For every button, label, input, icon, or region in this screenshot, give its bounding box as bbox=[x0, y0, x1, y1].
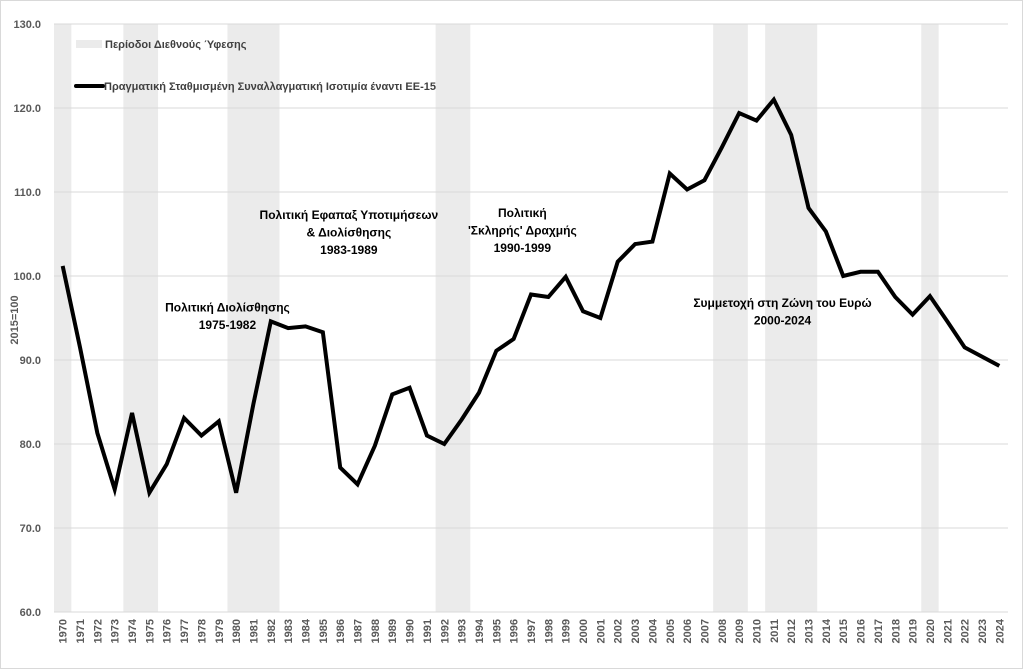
x-tick-label: 2024 bbox=[994, 618, 1006, 643]
y-axis-ticks: 60.0 70.0 80.0 90.0 100.0 110.0 120.0 130.0 bbox=[13, 19, 41, 619]
x-tick-label: 1981 bbox=[248, 619, 260, 643]
x-tick-label: 1971 bbox=[75, 619, 87, 643]
annotation-text: Πολιτική Εφαπαξ Υποτιμήσεων bbox=[260, 208, 439, 222]
x-tick-label: 2019 bbox=[908, 619, 920, 643]
annotation-text: 'Σκληρής' Δραχμής bbox=[468, 224, 577, 238]
x-tick-label: 1979 bbox=[214, 619, 226, 643]
legend: Περίοδοι Διεθνούς Ύφεσης Πραγματική Σταθ… bbox=[74, 39, 436, 93]
series-line bbox=[60, 95, 1001, 499]
x-tick-label: 2023 bbox=[977, 619, 989, 643]
y-axis-label: 2015=100 bbox=[9, 295, 21, 344]
x-tick-label: 1995 bbox=[491, 619, 503, 643]
annotation-text: Συμμετοχή στη Ζώνη του Ευρώ bbox=[693, 296, 871, 310]
recession-band bbox=[435, 24, 471, 612]
x-tick-label: 1973 bbox=[110, 619, 122, 643]
x-tick-label: 1975 bbox=[144, 619, 156, 643]
x-tick-label: 1974 bbox=[127, 618, 139, 643]
x-tick-label: 1984 bbox=[301, 618, 313, 643]
x-tick-label: 2021 bbox=[942, 619, 954, 643]
annotation-text: Πολιτική Διολίσθησης bbox=[165, 300, 290, 314]
y-tick-label: 90.0 bbox=[20, 355, 41, 367]
y-tick-label: 60.0 bbox=[20, 607, 41, 619]
x-tick-label: 1976 bbox=[162, 619, 174, 643]
x-tick-label: 2007 bbox=[699, 619, 711, 643]
x-tick-label: 1978 bbox=[196, 619, 208, 643]
y-tick-label: 120.0 bbox=[13, 103, 41, 115]
annotation-text: 1990-1999 bbox=[494, 241, 552, 255]
recession-band bbox=[227, 24, 280, 612]
x-tick-label: 1999 bbox=[561, 619, 573, 643]
annotation-text: Πολιτική bbox=[498, 206, 547, 220]
x-tick-label: 1982 bbox=[266, 619, 278, 643]
x-tick-label: 2013 bbox=[804, 619, 816, 643]
annotation-text: 1983-1989 bbox=[320, 243, 378, 257]
x-axis-ticks: 1970 1971 1972 1973 1974 1975 1976 1977 1978 1979… bbox=[58, 618, 1007, 643]
recession-band bbox=[713, 24, 748, 612]
x-tick-label: 2008 bbox=[717, 619, 729, 643]
annotation-text: 1975-1982 bbox=[199, 318, 257, 332]
x-tick-label: 2001 bbox=[595, 619, 607, 643]
x-tick-label: 1998 bbox=[543, 619, 555, 643]
x-tick-label: 1972 bbox=[92, 619, 104, 643]
x-tick-label: 1988 bbox=[370, 619, 382, 643]
x-tick-label: 2016 bbox=[856, 619, 868, 643]
x-tick-label: 1986 bbox=[335, 619, 347, 643]
legend-shade-swatch bbox=[76, 40, 102, 48]
annotation-text: 2000-2024 bbox=[754, 314, 812, 328]
x-tick-label: 2010 bbox=[751, 619, 763, 643]
legend-line-label: Πραγματική Σταθμισμένη Συναλλαγματική Ισ… bbox=[104, 81, 436, 93]
x-tick-label: 1987 bbox=[353, 619, 365, 643]
recession-shading bbox=[54, 24, 939, 612]
x-tick-label: 2018 bbox=[890, 619, 902, 643]
x-tick-label: 2005 bbox=[665, 619, 677, 643]
legend-shade-label: Περίοδοι Διεθνούς Ύφεσης bbox=[105, 39, 247, 51]
x-tick-label: 1994 bbox=[474, 618, 486, 643]
x-tick-label: 2015 bbox=[838, 619, 850, 643]
recession-band bbox=[921, 24, 939, 612]
x-tick-label: 2011 bbox=[769, 619, 781, 643]
y-tick-label: 80.0 bbox=[20, 439, 41, 451]
x-tick-label: 1990 bbox=[405, 619, 417, 643]
annotation-text: & Διολίσθησης bbox=[307, 225, 392, 239]
x-tick-label: 1985 bbox=[318, 619, 330, 643]
x-tick-label: 1993 bbox=[457, 619, 469, 643]
y-tick-label: 110.0 bbox=[14, 187, 41, 199]
x-tick-label: 1983 bbox=[283, 619, 295, 643]
gridlines bbox=[54, 23, 1008, 613]
x-tick-label: 1996 bbox=[509, 619, 521, 643]
x-tick-label: 2004 bbox=[647, 618, 659, 643]
x-tick-label: 2020 bbox=[925, 619, 937, 643]
x-tick-label: 1970 bbox=[58, 619, 70, 643]
recession-band bbox=[54, 24, 72, 612]
x-tick-label: 2022 bbox=[960, 619, 972, 643]
x-tick-label: 2000 bbox=[578, 619, 590, 643]
x-tick-label: 2002 bbox=[613, 619, 625, 643]
y-tick-label: 100.0 bbox=[13, 271, 41, 283]
x-tick-label: 1991 bbox=[422, 619, 434, 643]
x-tick-label: 2006 bbox=[682, 619, 694, 643]
x-tick-label: 1977 bbox=[179, 619, 191, 643]
x-tick-label: 1980 bbox=[231, 619, 243, 643]
annotations: Πολιτική Διολίσθησης 1975-1982 Πολιτική Εφ… bbox=[165, 206, 872, 332]
x-tick-label: 2014 bbox=[821, 618, 833, 643]
recession-band bbox=[765, 24, 818, 612]
x-tick-label: 2012 bbox=[786, 619, 798, 643]
x-tick-label: 1989 bbox=[387, 619, 399, 643]
x-tick-label: 1997 bbox=[526, 619, 538, 643]
y-tick-label: 70.0 bbox=[20, 523, 41, 535]
x-tick-label: 2009 bbox=[734, 619, 746, 643]
x-tick-label: 2003 bbox=[630, 619, 642, 643]
y-tick-label: 130.0 bbox=[13, 19, 41, 31]
x-tick-label: 1992 bbox=[439, 619, 451, 643]
recession-band bbox=[123, 24, 159, 612]
x-tick-label: 2017 bbox=[873, 619, 885, 643]
